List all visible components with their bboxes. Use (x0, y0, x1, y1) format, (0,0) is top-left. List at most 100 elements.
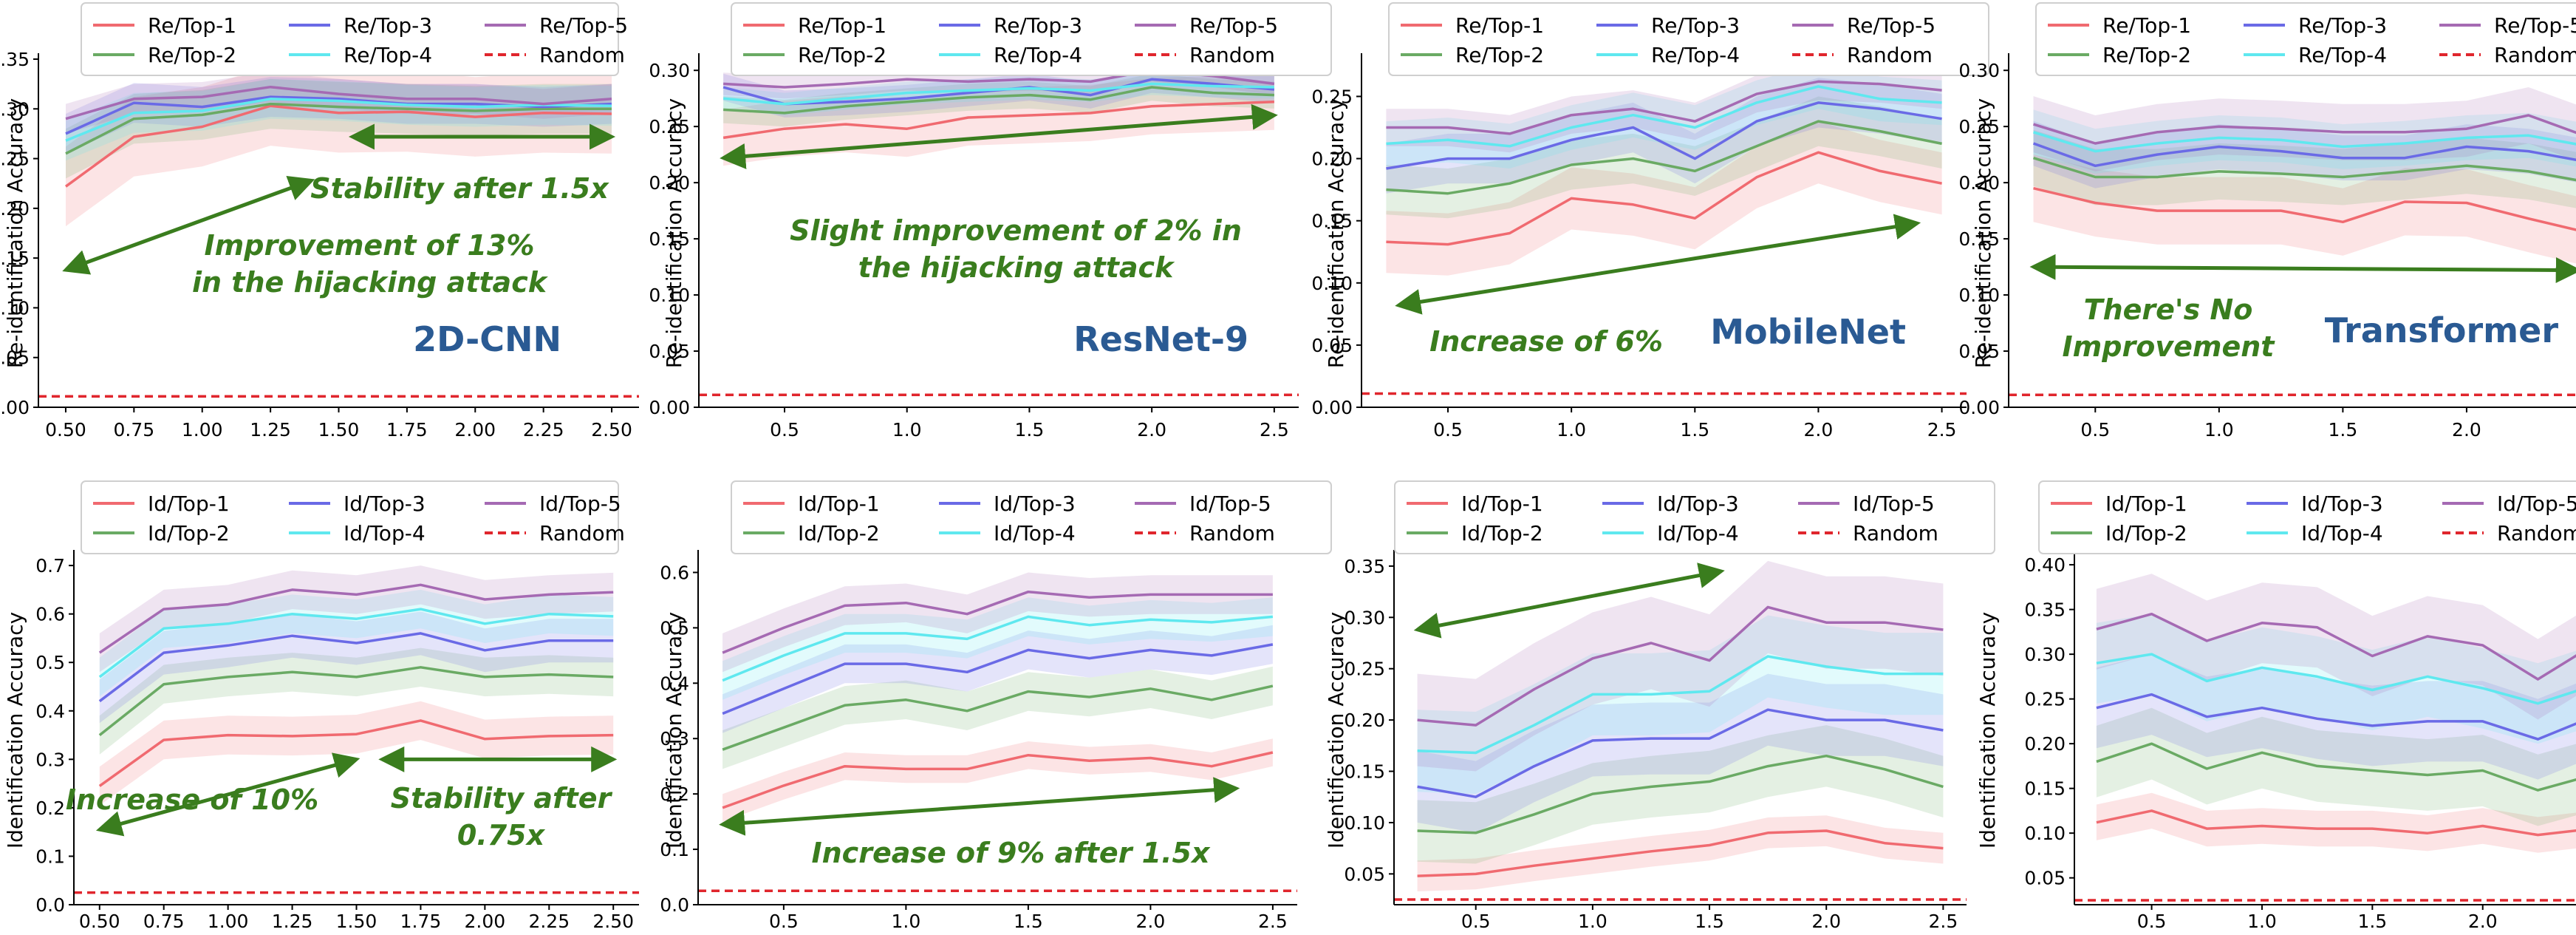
legend-label: Id/Top-3 (344, 492, 426, 516)
annotation-text: Stability after (391, 782, 613, 815)
series-line-4 (2096, 653, 2576, 705)
series-band-5 (99, 565, 614, 673)
x-tick-label: 1.5 (1695, 911, 1724, 932)
model-label: 2D-CNN (413, 319, 561, 359)
x-tick-label: 2.50 (591, 419, 632, 441)
y-tick-label: 0.4 (35, 701, 65, 722)
series-line-1 (2033, 186, 2576, 231)
legend-label: Id/Top-4 (2301, 521, 2383, 545)
series-band-2 (2033, 129, 2576, 208)
series-band-2 (99, 647, 614, 755)
series-line-1 (98, 719, 614, 787)
x-tick-label: 0.5 (2137, 911, 2167, 932)
legend: Re/Top-1 Re/Top-3 Re/Top-5 Re/Top-2 Re/Top-4… (731, 2, 1332, 76)
series-line-4 (722, 82, 1274, 106)
annotation-text: Improvement (2063, 330, 2276, 363)
legend-label: Id/Top-3 (994, 492, 1076, 516)
series-band-1 (2033, 154, 2576, 264)
y-tick-label: 0.4 (660, 673, 689, 694)
annotation-arrow (1395, 214, 1921, 315)
y-tick-label: 0.30 (2024, 644, 2066, 665)
legend: Id/Top-1 Id/Top-3 Id/Top-5 Id/Top-2 Id/Top-4… (731, 480, 1332, 554)
series-band-4 (722, 597, 1273, 700)
y-tick-label: 0.20 (1311, 149, 1353, 170)
legend-box (1394, 480, 1995, 554)
y-tick-label: 0.25 (2024, 689, 2066, 710)
y-tick-label: 0.0 (660, 894, 689, 916)
model-label: Transformer (2325, 310, 2559, 350)
y-tick-label: 0.25 (1344, 659, 1385, 680)
y-tick-label: 0.1 (660, 839, 689, 860)
y-axis-label: Re-identification Accuracy (662, 98, 686, 368)
legend-label: Id/Top-5 (1853, 492, 1935, 516)
y-tick-label: 0.05 (1311, 335, 1353, 356)
legend-label: Id/Top-5 (2497, 492, 2576, 516)
y-tick-label: 0.10 (0, 297, 30, 319)
series-line-3 (722, 643, 1274, 715)
legend: Id/Top-1 Id/Top-3 Id/Top-5 Id/Top-2 Id/Top-4… (1394, 480, 1995, 554)
series-band-2 (722, 666, 1273, 769)
y-tick-label: 0.05 (0, 347, 30, 369)
legend-label: Id/Top-2 (2105, 521, 2187, 545)
y-tick-label: 0.25 (649, 116, 690, 137)
x-tick-label: 2.0 (1136, 911, 1166, 932)
y-tick-label: 0.3 (660, 728, 689, 749)
legend-label: Re/Top-3 (994, 13, 1082, 38)
y-axis-label: Identification Accuracy (1324, 612, 1348, 849)
y-tick-label: 0.1 (35, 846, 65, 867)
y-tick-label: 0.5 (35, 652, 65, 673)
y-axis-label: Identification Accuracy (3, 612, 27, 849)
y-tick-label: 0.15 (1344, 761, 1385, 783)
x-tick-label: 2.25 (528, 911, 570, 932)
model-label: MobileNet (1710, 312, 1906, 352)
legend-label: Random (2497, 521, 2576, 545)
chart-panel-5: 0.0 0.1 0.2 0.3 0.4 0.5 0.6 0.7 0.50 0.75 1.00 1.25… (3, 480, 639, 932)
x-tick-label: 2.0 (1804, 419, 1834, 441)
series-line-5 (1417, 605, 1944, 727)
legend: Re/Top-1 Re/Top-3 Re/Top-5 Re/Top-2 Re/Top-4… (1388, 2, 1989, 76)
legend-box (1388, 2, 1989, 76)
annotation-text: 0.75x (457, 819, 546, 851)
y-tick-label: 0.6 (660, 562, 689, 583)
y-tick-label: 0.20 (1958, 172, 2000, 194)
x-tick-label: 0.5 (2080, 419, 2110, 441)
series-line-5 (98, 583, 614, 654)
legend: Id/Top-1 Id/Top-3 Id/Top-5 Id/Top-2 Id/Top-4… (2038, 480, 2576, 554)
x-tick-label: 2.25 (523, 419, 564, 441)
chart-panel-8: 0.05 0.10 0.15 0.20 0.25 0.30 0.35 0.40 0.5 1.0 1.… (1975, 480, 2576, 932)
y-tick-label: 0.0 (35, 894, 65, 916)
series-line-5 (722, 590, 1273, 654)
series-line-5 (2096, 612, 2576, 681)
y-tick-label: 0.30 (0, 98, 30, 120)
x-tick-label: 0.50 (79, 911, 120, 932)
x-tick-label: 1.0 (1578, 911, 1608, 932)
series-line-2 (722, 684, 1274, 751)
series-line-4 (1386, 85, 1942, 148)
x-tick-label: 1.5 (1015, 419, 1045, 441)
series-band-3 (1417, 673, 1944, 833)
series-line-3 (1417, 708, 1944, 798)
y-tick-label: 0.00 (1958, 397, 2000, 418)
legend-label: Random (539, 521, 625, 545)
y-tick-label: 0.35 (2024, 599, 2066, 621)
y-tick-label: 0.05 (1344, 863, 1385, 885)
x-tick-label: 1.00 (208, 911, 249, 932)
series-line-5 (65, 85, 612, 120)
y-tick-label: 0.20 (2024, 733, 2066, 755)
y-tick-label: 0.15 (1958, 228, 2000, 250)
legend: Id/Top-1 Id/Top-3 Id/Top-5 Id/Top-2 Id/Top-4… (81, 480, 625, 554)
x-tick-label: 1.5 (1680, 419, 1709, 441)
annotation-arrow (62, 175, 315, 275)
legend-label: Random (1847, 43, 1933, 67)
model-label: ResNet-9 (1073, 319, 1248, 359)
series-band-4 (2096, 613, 2576, 744)
y-tick-label: 0.20 (0, 198, 30, 220)
y-tick-label: 0.10 (1958, 285, 2000, 306)
legend-box (2035, 2, 2576, 76)
x-tick-label: 1.25 (250, 419, 291, 441)
y-tick-label: 0.20 (1344, 710, 1385, 731)
x-tick-label: 1.50 (318, 419, 360, 441)
y-tick-label: 0.15 (1311, 211, 1353, 232)
annotation-arrow (2029, 254, 2576, 283)
